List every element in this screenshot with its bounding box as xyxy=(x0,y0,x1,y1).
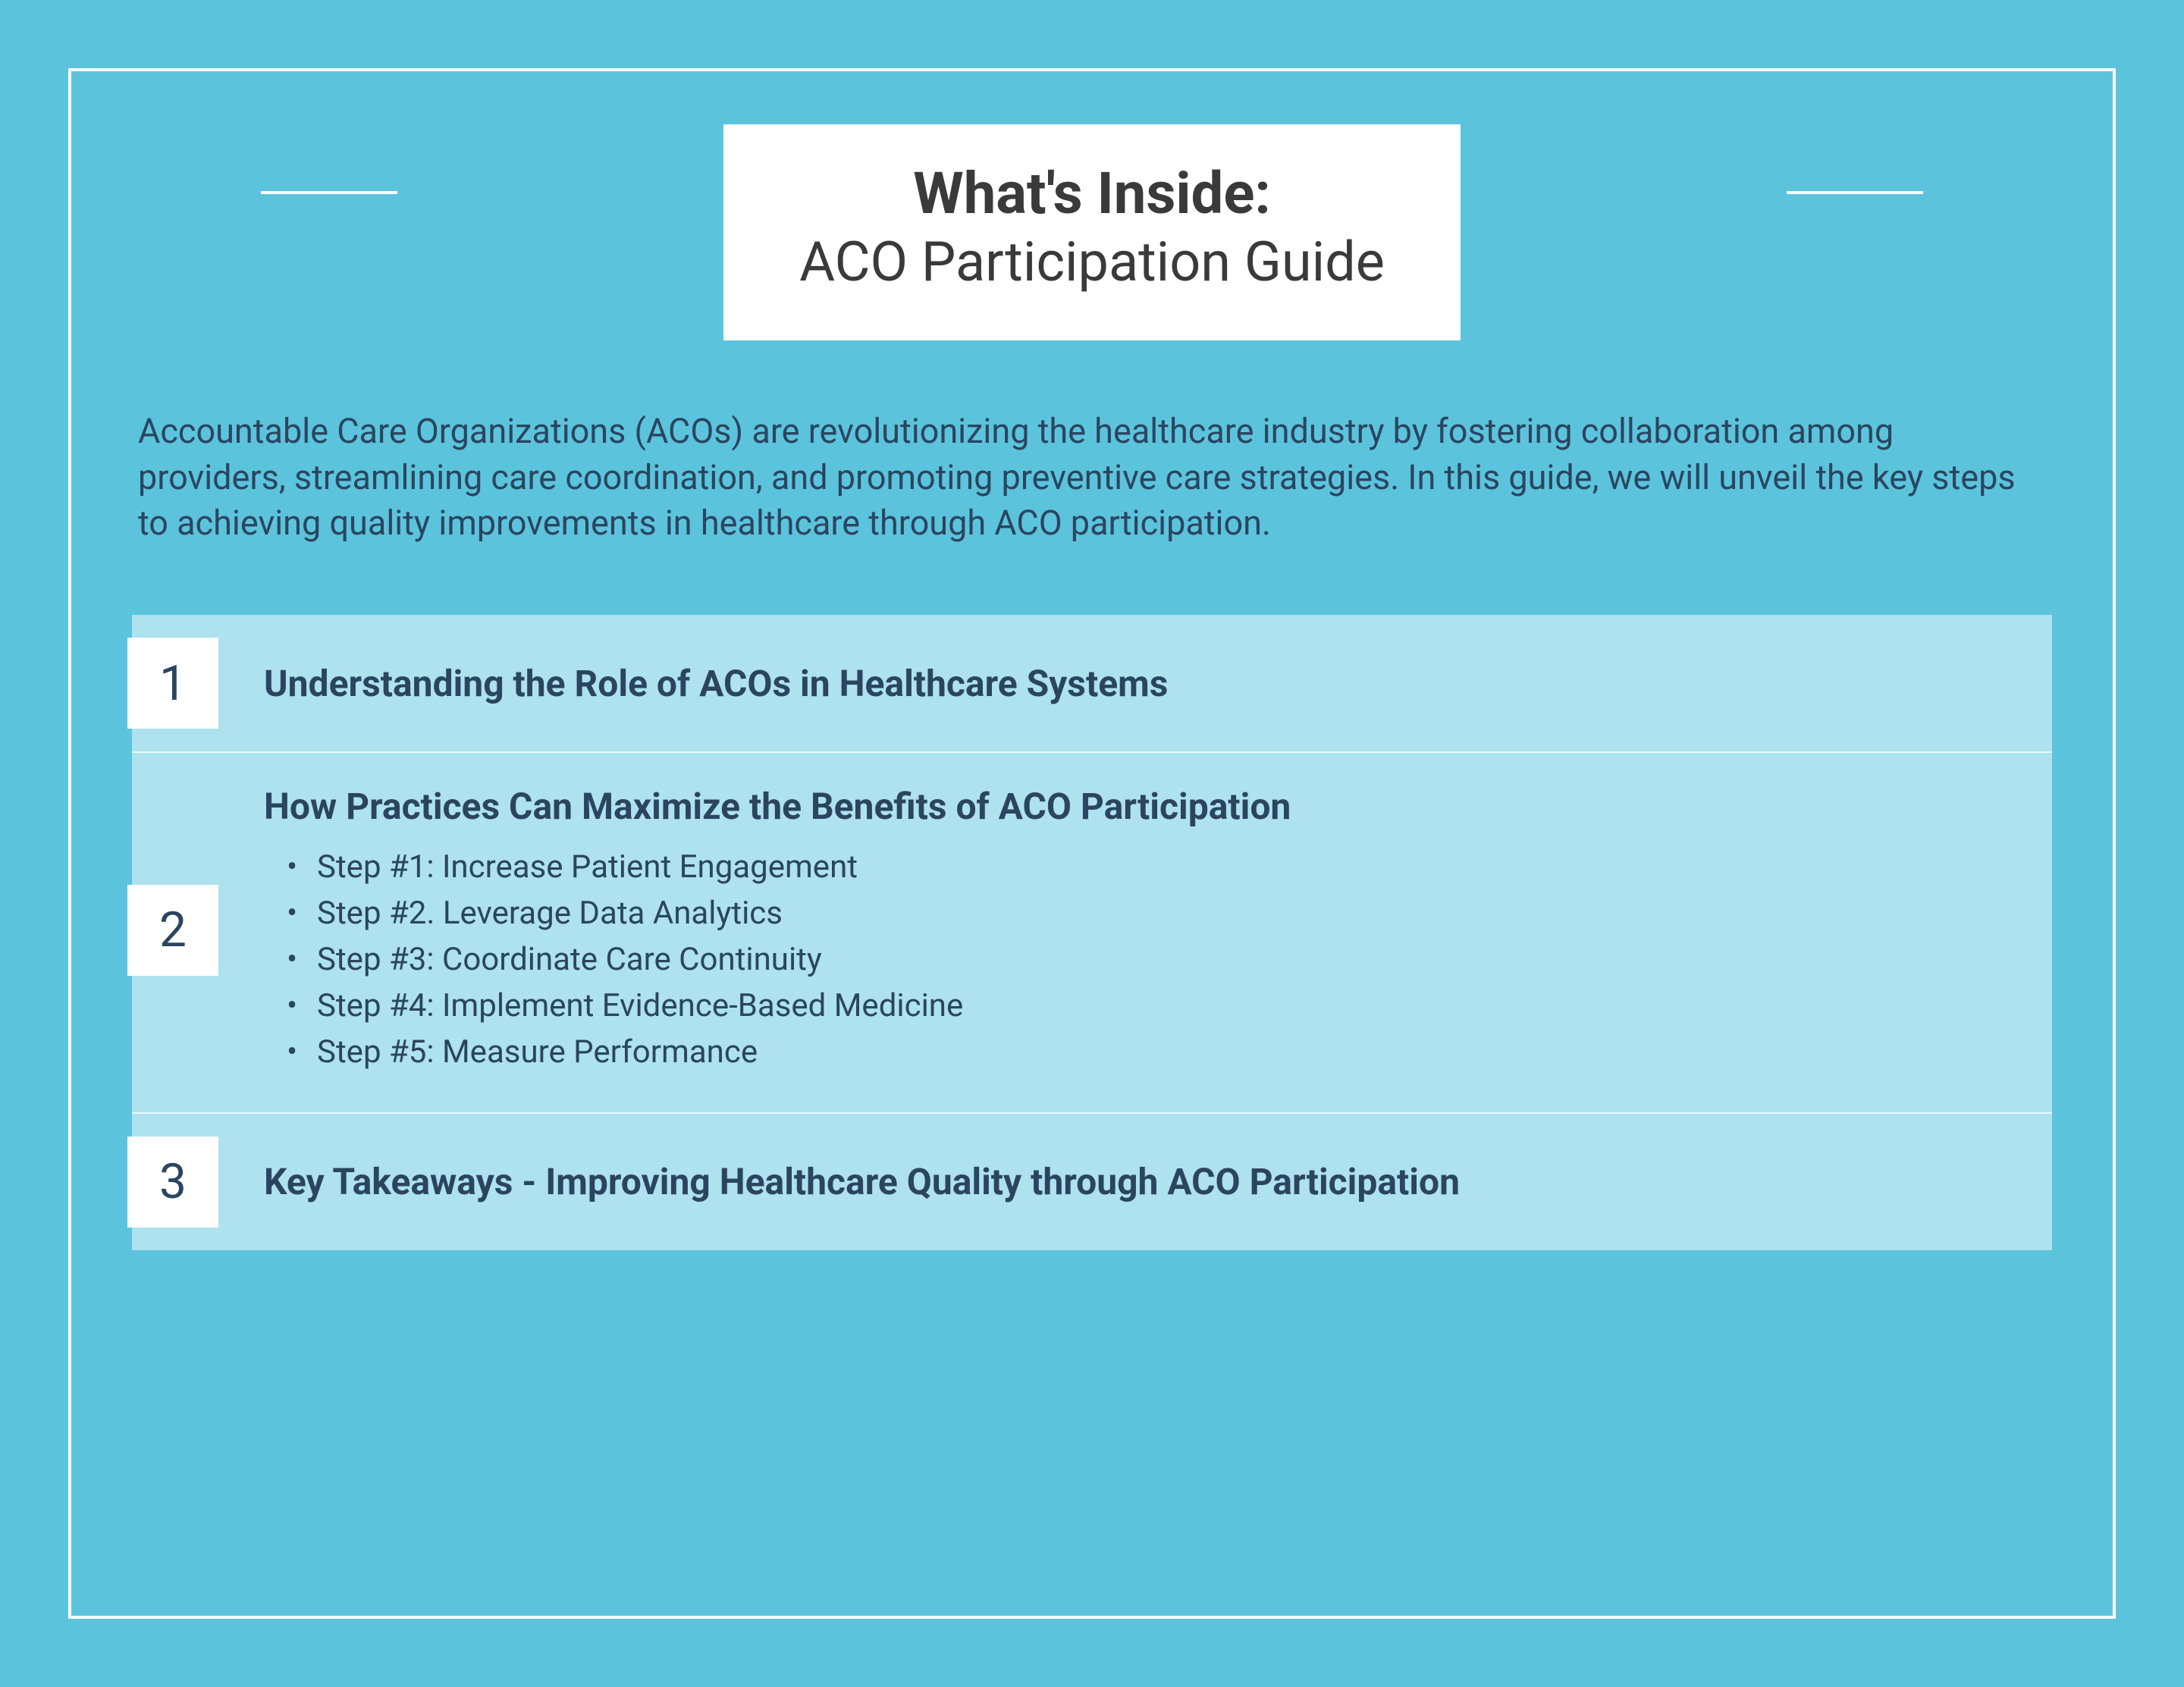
intro-paragraph: Accountable Care Organizations (ACOs) ar… xyxy=(132,409,2052,547)
section-title-2: How Practices Can Maximize the Benefits … xyxy=(264,785,2022,828)
section-row-3: 3 Key Takeaways - Improving Healthcare Q… xyxy=(132,1114,2052,1250)
section-content-2: How Practices Can Maximize the Benefits … xyxy=(264,785,2052,1075)
sections-list: 1 Understanding the Role of ACOs in Heal… xyxy=(132,615,2052,1250)
title-container: What's Inside: ACO Participation Guide xyxy=(132,124,2052,340)
section-number-3: 3 xyxy=(127,1137,218,1228)
title-decor-line-right xyxy=(1787,191,1923,194)
step-item: Step #4: Implement Evidence-Based Medici… xyxy=(317,983,2022,1030)
section-number-2: 2 xyxy=(127,885,218,976)
step-item: Step #2. Leverage Data Analytics xyxy=(317,891,2022,937)
outer-frame: What's Inside: ACO Participation Guide A… xyxy=(68,68,2116,1619)
step-item: Step #1: Increase Patient Engagement xyxy=(317,845,2022,891)
step-item: Step #5: Measure Performance xyxy=(317,1030,2022,1076)
step-list: Step #1: Increase Patient Engagement Ste… xyxy=(264,845,2022,1075)
section-content-3: Key Takeaways - Improving Healthcare Qua… xyxy=(264,1160,2052,1203)
section-row-1: 1 Understanding the Role of ACOs in Heal… xyxy=(132,615,2052,753)
step-item: Step #3: Coordinate Care Continuity xyxy=(317,937,2022,983)
section-row-2: 2 How Practices Can Maximize the Benefit… xyxy=(132,753,2052,1113)
title-decor-line-left xyxy=(261,191,397,194)
title-subheading: ACO Participation Guide xyxy=(799,227,1385,298)
title-heading: What's Inside: xyxy=(799,161,1385,227)
section-title-3: Key Takeaways - Improving Healthcare Qua… xyxy=(264,1160,2022,1203)
section-title-1: Understanding the Role of ACOs in Health… xyxy=(264,662,2022,705)
title-box: What's Inside: ACO Participation Guide xyxy=(723,124,1461,340)
section-number-1: 1 xyxy=(127,638,218,729)
section-content-1: Understanding the Role of ACOs in Health… xyxy=(264,662,2052,705)
